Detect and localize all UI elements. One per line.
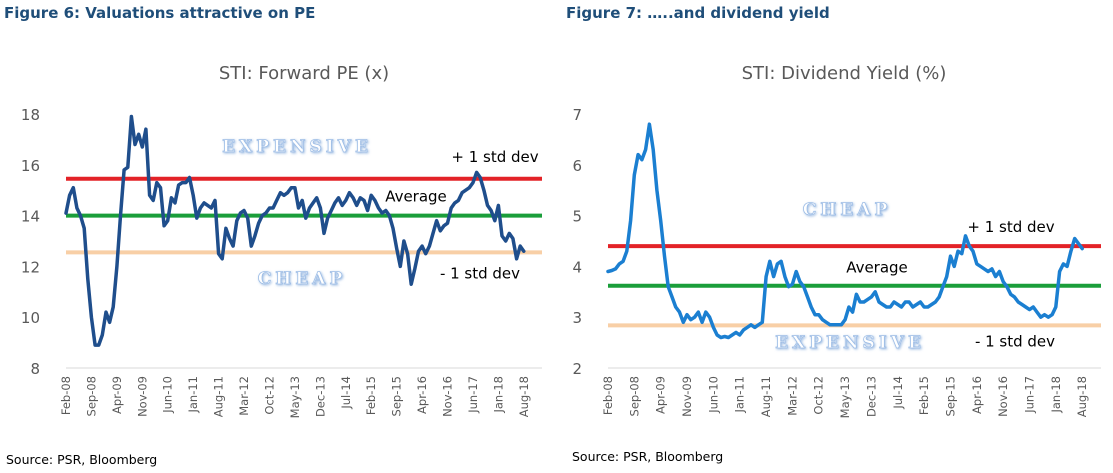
x-tick-label: Aug-11 — [759, 376, 773, 417]
x-tick-label: Nov-16 — [441, 376, 455, 417]
x-tick-label: Nov-16 — [996, 376, 1010, 417]
x-tick-label: Nov-09 — [135, 376, 149, 417]
y-tick-label: 14 — [21, 208, 40, 226]
reference-label-avg: Average — [846, 259, 908, 277]
reference-label-lower: - 1 std dev — [975, 332, 1055, 350]
zone-annotation-expensive: EXPENSIVE — [222, 137, 372, 157]
chart-title: STI: Forward PE (x) — [219, 63, 389, 84]
zone-annotation-cheap: CHEAP — [258, 269, 347, 289]
y-tick-label: 3 — [572, 309, 582, 327]
x-tick-label: Aug-11 — [212, 376, 226, 417]
y-tick-label: 10 — [21, 309, 40, 327]
x-tick-label: Feb-15 — [364, 376, 378, 415]
y-tick-label: 7 — [572, 106, 582, 124]
x-tick-label: May-13 — [838, 376, 852, 418]
reference-label-avg: Average — [385, 188, 447, 206]
x-tick-label: Jun-17 — [466, 376, 480, 414]
x-tick-label: Oct-12 — [262, 376, 276, 415]
x-tick-label: Jun-10 — [161, 376, 175, 414]
y-tick-label: 16 — [21, 157, 40, 175]
y-tick-label: 4 — [572, 258, 582, 276]
y-tick-label: 12 — [21, 258, 40, 276]
x-tick-label: Jun-17 — [1022, 376, 1036, 414]
x-tick-label: Sep-15 — [390, 376, 404, 416]
y-tick-label: 2 — [572, 360, 582, 378]
figure-6-source: Source: PSR, Bloomberg — [6, 452, 158, 467]
series-line — [606, 122, 1084, 340]
x-tick-label: Jan-18 — [1049, 376, 1063, 414]
x-tick-label: Apr-16 — [415, 376, 429, 414]
x-tick-label: Mar-12 — [237, 376, 251, 416]
zone-annotation-cheap: CHEAP — [803, 200, 892, 220]
series-line — [64, 114, 526, 347]
x-tick-label: Jul-14 — [339, 376, 353, 410]
x-tick-label: Sep-15 — [943, 376, 957, 416]
x-tick-label: Jan-18 — [491, 376, 505, 414]
x-tick-label: Jan-11 — [733, 376, 747, 414]
reference-label-upper: + 1 std dev — [451, 148, 538, 166]
forward-pe-chart: STI: Forward PE (x) 8 10 12 14 16 18 Feb-08 Sep-… — [21, 63, 542, 418]
y-tick-label: 6 — [572, 157, 582, 175]
y-tick-label: 5 — [572, 208, 582, 226]
reference-label-upper: + 1 std dev — [967, 218, 1054, 236]
x-tick-label: Feb-08 — [601, 376, 615, 415]
reference-label-lower: - 1 std dev — [440, 264, 520, 282]
x-tick-label: Sep-08 — [84, 376, 98, 416]
x-tick-label: Mar-12 — [785, 376, 799, 416]
figure-7-title: Figure 7: …..and dividend yield — [566, 4, 830, 22]
x-tick-label: Dec-13 — [864, 376, 878, 417]
x-tick-label: Nov-09 — [680, 376, 694, 417]
x-tick-label: Dec-13 — [313, 376, 327, 417]
x-tick-label: May-13 — [288, 376, 302, 418]
x-tick-label: Feb-15 — [917, 376, 931, 415]
figure-6-title: Figure 6: Valuations attractive on PE — [4, 4, 316, 22]
zone-annotation-expensive: EXPENSIVE — [775, 333, 925, 353]
x-tick-label: Jan-11 — [186, 376, 200, 414]
figure-7-source: Source: PSR, Bloomberg — [572, 449, 724, 464]
y-tick-label: 8 — [30, 360, 40, 378]
x-tick-label: Aug-18 — [517, 376, 531, 417]
x-tick-label: Jun-10 — [706, 376, 720, 414]
x-tick-label: Jul-14 — [891, 376, 905, 410]
y-tick-label: 18 — [21, 106, 40, 124]
x-tick-label: Apr-16 — [970, 376, 984, 414]
x-tick-label: Aug-18 — [1075, 376, 1089, 417]
x-tick-label: Oct-12 — [812, 376, 826, 415]
x-tick-label: Feb-08 — [59, 376, 73, 415]
x-tick-label: Apr-09 — [654, 376, 668, 414]
x-tick-label: Sep-08 — [627, 376, 641, 416]
x-tick-label: Apr-09 — [110, 376, 124, 414]
chart-title: STI: Dividend Yield (%) — [742, 63, 947, 84]
dividend-yield-chart: STI: Dividend Yield (%) 2 3 4 5 6 7 Feb-08 Sep-0… — [572, 63, 1101, 418]
